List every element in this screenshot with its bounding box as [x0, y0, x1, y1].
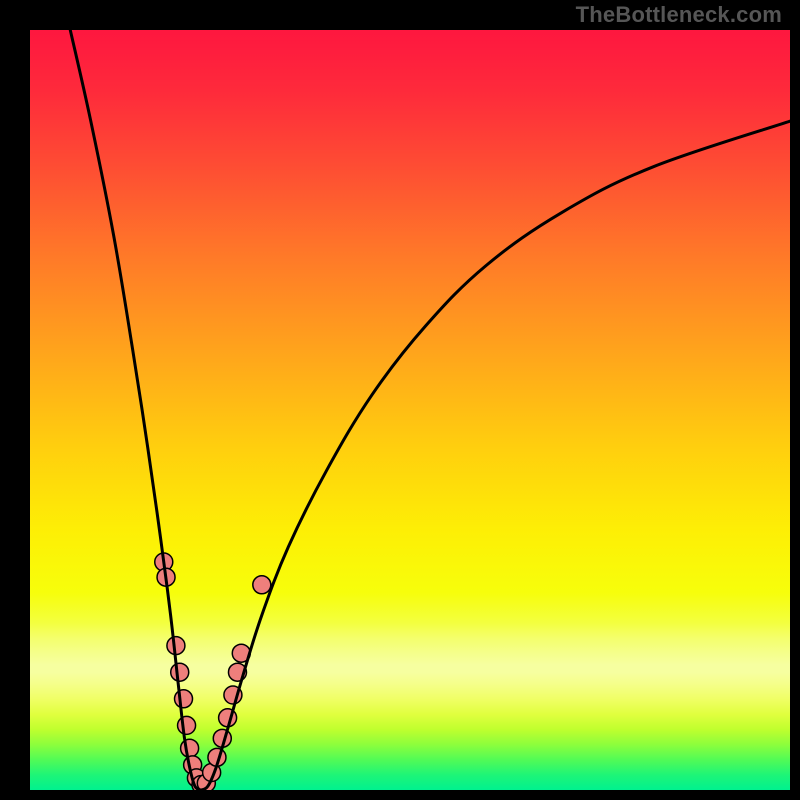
- bead-marker: [171, 663, 189, 681]
- bead-marker: [181, 739, 199, 757]
- bead-marker: [175, 690, 193, 708]
- bead-marker: [253, 576, 271, 594]
- chart-outer-frame: TheBottleneck.com: [0, 0, 800, 800]
- watermark-text: TheBottleneck.com: [576, 2, 782, 28]
- bead-marker: [178, 716, 196, 734]
- bead-markers: [155, 553, 271, 790]
- curves-layer: [30, 30, 790, 790]
- plot-area: [30, 30, 790, 790]
- right-branch-curve: [201, 121, 790, 790]
